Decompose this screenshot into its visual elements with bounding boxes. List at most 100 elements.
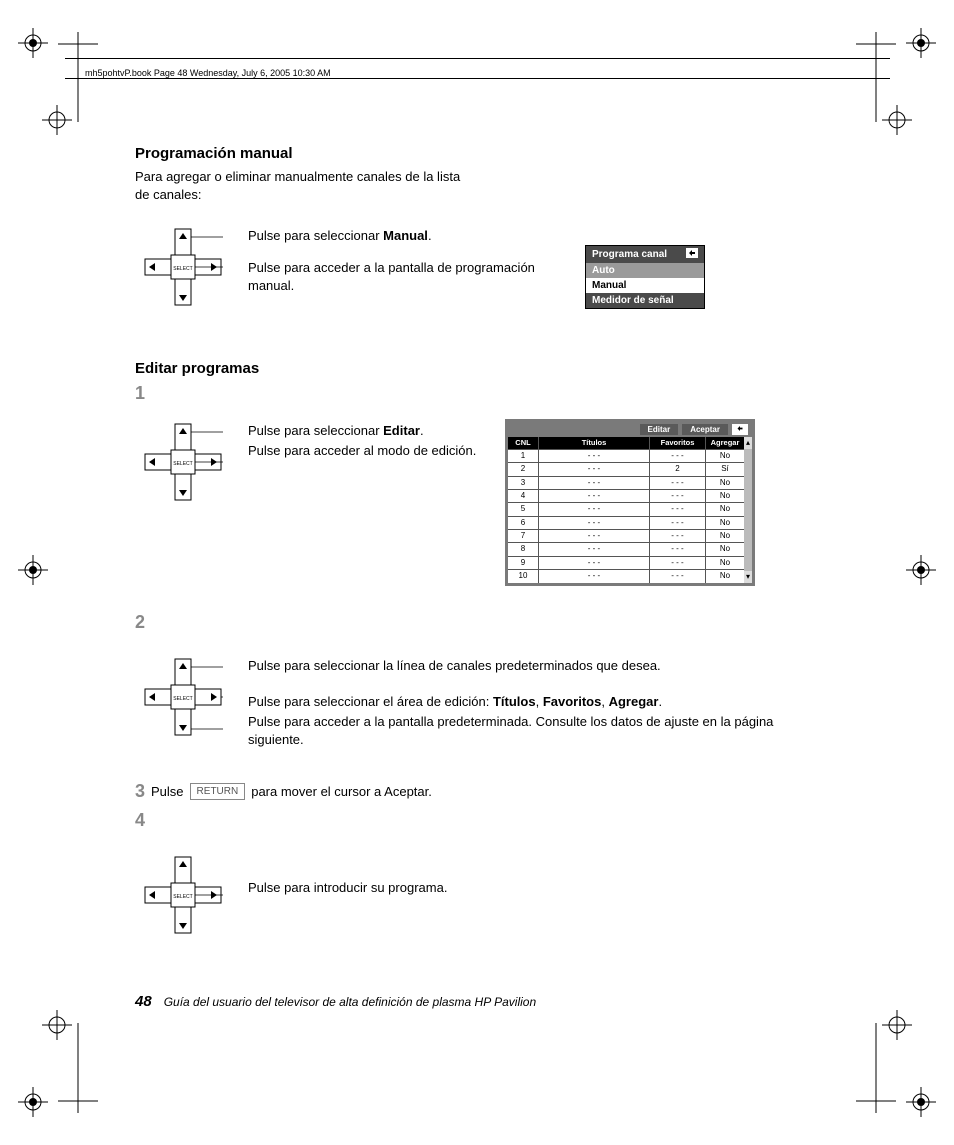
s2-line1: Pulse para seleccionar la línea de canal…	[248, 657, 835, 675]
header-rule	[65, 78, 890, 79]
tab-aceptar: Aceptar	[682, 424, 728, 435]
section-title-editar: Editar programas	[135, 360, 835, 377]
table-column-header: Favoritos	[650, 437, 705, 449]
table-cell: No	[706, 490, 744, 502]
return-icon	[686, 248, 698, 261]
table-cell: - - -	[539, 477, 649, 489]
table-cell: - - -	[539, 490, 649, 502]
menu-title: Programa canal	[586, 246, 704, 263]
table-cell: No	[706, 530, 744, 542]
table-cell: - - -	[650, 557, 705, 569]
step-number-1: 1	[135, 383, 835, 404]
table-cell: 3	[508, 477, 538, 489]
table-cell: No	[706, 570, 744, 582]
table-cell: - - -	[539, 530, 649, 542]
page-number: 48	[135, 993, 152, 1010]
table-cell: No	[706, 543, 744, 555]
table-cell: - - -	[650, 530, 705, 542]
table-cell: - - -	[539, 517, 649, 529]
menu-item-medidor: Medidor de señal	[586, 293, 704, 308]
menu-item-auto: Auto	[586, 263, 704, 278]
instr-line-1: Pulse para seleccionar Manual.	[248, 227, 835, 245]
table-cell: - - -	[539, 450, 649, 462]
corner-bracket-icon	[856, 1023, 896, 1113]
edit-table: Editar Aceptar CNLTítulosFavoritosAgrega…	[505, 419, 755, 586]
corner-bracket-icon	[58, 1023, 98, 1113]
table-column-header: Agregar	[706, 437, 744, 449]
crop-mark-icon	[18, 1087, 48, 1117]
table-cell: - - -	[650, 543, 705, 555]
return-icon	[732, 424, 748, 435]
scrollbar[interactable]: ▴ ▾	[744, 437, 752, 583]
table-cell: - - -	[650, 570, 705, 582]
table-cell: 5	[508, 503, 538, 515]
dpad-icon: SELECT	[135, 855, 230, 935]
table-cell: 6	[508, 517, 538, 529]
table-cell: No	[706, 450, 744, 462]
scroll-down-icon[interactable]: ▾	[744, 571, 752, 583]
instruction-manual: SELECT Pulse para seleccionar Manual. Pu…	[135, 227, 835, 310]
step3-row: 3 Pulse RETURN para mover el cursor a Ac…	[135, 781, 835, 802]
crop-mark-icon	[18, 555, 48, 585]
svg-text:SELECT: SELECT	[173, 894, 192, 900]
menu-programa-canal: Programa canal Auto Manual Medidor de se…	[585, 245, 705, 309]
table-cell: 7	[508, 530, 538, 542]
table-cell: 2	[508, 463, 538, 475]
crop-mark-icon	[906, 555, 936, 585]
crop-mark-icon	[906, 1087, 936, 1117]
s4-line: Pulse para introducir su programa.	[248, 879, 835, 897]
table-cell: - - -	[539, 543, 649, 555]
return-button: RETURN	[190, 783, 246, 800]
step-number-2: 2	[135, 612, 835, 633]
table-cell: - - -	[650, 490, 705, 502]
crop-mark-icon	[18, 28, 48, 58]
footer: 48 Guía del usuario del televisor de alt…	[135, 993, 536, 1010]
table-cell: Sí	[706, 463, 744, 475]
dpad-icon: SELECT	[135, 227, 230, 307]
intro-text: Para agregar o eliminar manualmente cana…	[135, 168, 465, 203]
s3-post: para mover el cursor a Aceptar.	[251, 784, 432, 799]
table-cell: 10	[508, 570, 538, 582]
instr-line-2: Pulse para acceder a la pantalla de prog…	[248, 259, 548, 295]
table-cell: - - -	[650, 477, 705, 489]
table-cell: 1	[508, 450, 538, 462]
dpad-icon: SELECT	[135, 422, 230, 502]
header-meta: mh5pohtvP.book Page 48 Wednesday, July 6…	[85, 68, 331, 78]
table-cell: 2	[650, 463, 705, 475]
table-cell: - - -	[539, 503, 649, 515]
corner-bracket-icon	[856, 32, 896, 122]
table-cell: No	[706, 557, 744, 569]
dpad-icon: SELECT	[135, 657, 230, 737]
svg-text:SELECT: SELECT	[173, 266, 192, 272]
step-number-4: 4	[135, 810, 835, 831]
table-cell: - - -	[650, 450, 705, 462]
svg-text:SELECT: SELECT	[173, 696, 192, 702]
footer-text: Guía del usuario del televisor de alta d…	[164, 995, 536, 1009]
table-cell: - - -	[539, 570, 649, 582]
section-title-programacion: Programación manual	[135, 145, 835, 162]
svg-text:SELECT: SELECT	[173, 461, 192, 467]
s2-line3: Pulse para acceder a la pantalla predete…	[248, 713, 788, 749]
s3-pre: Pulse	[151, 784, 184, 799]
step-number-3: 3	[135, 781, 145, 802]
crop-mark-icon	[906, 28, 936, 58]
instruction-step2: SELECT Pulse para seleccionar la línea d…	[135, 657, 835, 764]
table-cell: No	[706, 477, 744, 489]
table-cell: - - -	[650, 517, 705, 529]
table-cell: - - -	[650, 503, 705, 515]
table-cell: - - -	[539, 463, 649, 475]
menu-item-manual: Manual	[586, 278, 704, 293]
header-rule	[65, 58, 890, 59]
table-column-header: CNL	[508, 437, 538, 449]
table-cell: - - -	[539, 557, 649, 569]
tab-editar: Editar	[640, 424, 679, 435]
table-cell: 4	[508, 490, 538, 502]
instruction-step4: SELECT Pulse para introducir su programa…	[135, 855, 835, 935]
scroll-up-icon[interactable]: ▴	[744, 437, 752, 449]
table-cell: 8	[508, 543, 538, 555]
table-cell: 9	[508, 557, 538, 569]
table-cell: No	[706, 517, 744, 529]
s2-line2: Pulse para seleccionar el área de edició…	[248, 693, 835, 711]
table-cell: No	[706, 503, 744, 515]
table-column-header: Títulos	[539, 437, 649, 449]
